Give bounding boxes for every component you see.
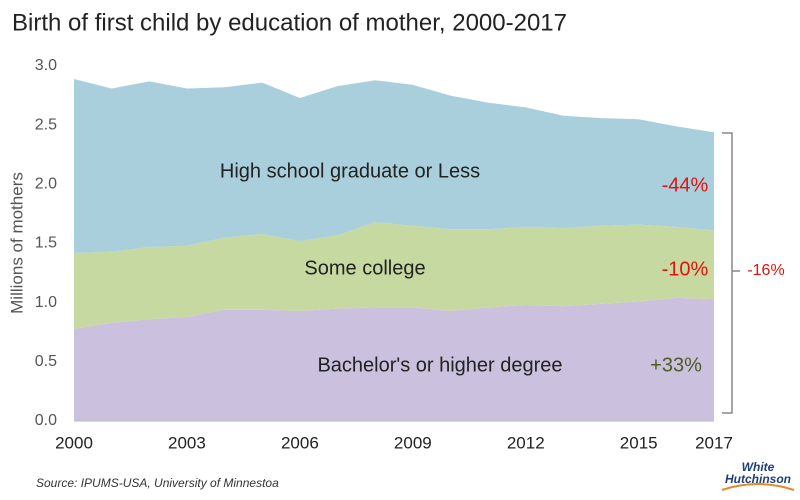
plot-area	[74, 79, 714, 421]
area	[74, 222, 714, 329]
logo-text: Hutchinson	[725, 472, 791, 486]
x-tick-label: 2015	[620, 433, 658, 452]
x-tick-label: 2009	[394, 433, 432, 452]
annotation: -44%	[662, 174, 709, 196]
x-tick-label: 2017	[695, 433, 733, 452]
y-axis-label: Millions of mothers	[7, 172, 26, 314]
logo-text: White	[742, 460, 775, 474]
series-label: High school graduate or Less	[220, 160, 480, 182]
area	[74, 297, 714, 421]
y-tick-label: 3.0	[35, 57, 57, 74]
y-tick-label: 2.0	[35, 176, 57, 193]
y-tick-label: 0.0	[35, 412, 57, 429]
series-label: Some college	[304, 257, 425, 279]
y-tick-label: 1.5	[35, 235, 57, 252]
x-tick-label: 2000	[55, 433, 93, 452]
y-tick-label: 1.0	[35, 294, 57, 311]
chart-title: Birth of first child by education of mot…	[12, 9, 567, 36]
annotation: -16%	[747, 262, 784, 279]
series-label: Bachelor's or higher degree	[317, 354, 562, 376]
y-tick-label: 2.5	[35, 116, 57, 133]
logo-swoosh	[721, 483, 795, 491]
x-tick-label: 2006	[281, 433, 319, 452]
source: Source: IPUMS-USA, University of Minnest…	[36, 476, 279, 490]
x-tick-label: 2003	[168, 433, 206, 452]
y-tick-label: 0.5	[35, 353, 57, 370]
bracket	[722, 132, 740, 414]
annotation: +33%	[650, 354, 702, 376]
annotation: -10%	[662, 258, 709, 280]
x-tick-label: 2012	[507, 433, 545, 452]
area	[74, 79, 714, 253]
